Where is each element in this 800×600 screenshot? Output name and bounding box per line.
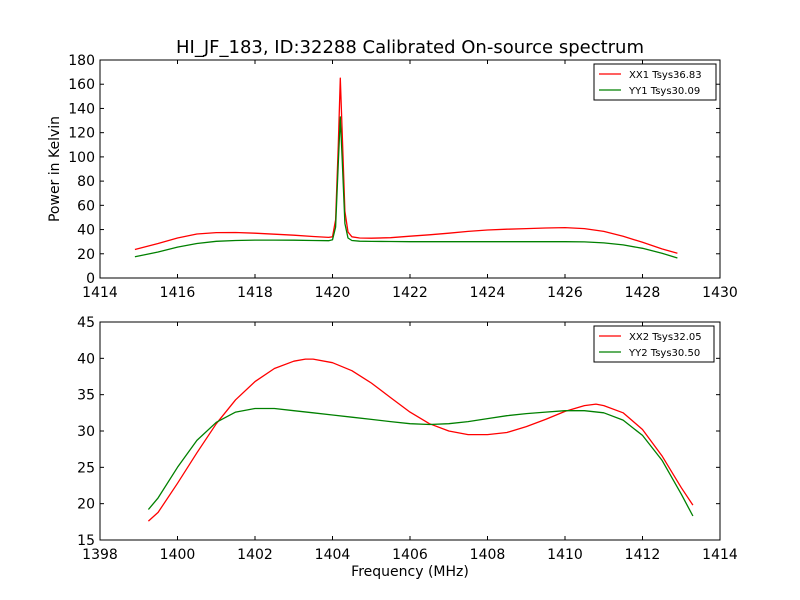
series-line-yy1	[134, 116, 678, 259]
y-tick-label: 35	[77, 388, 95, 404]
top-series-lines	[134, 77, 678, 259]
y-tick-label: 30	[77, 424, 95, 440]
legend-label: XX2 Tsys32.05	[629, 332, 702, 343]
x-tick-label: 1404	[315, 547, 351, 563]
top-legend: XX1 Tsys36.83 YY1 Tsys30.09	[593, 63, 717, 101]
series-line-xx2	[147, 358, 694, 522]
top-axis-ticks: 1414 1416 1418 1420 1422 1424 1426 1428 1430 0 20 4…	[68, 53, 738, 301]
x-tick-label: 1418	[237, 285, 273, 301]
y-tick-label: 0	[86, 271, 95, 287]
y-tick-label: 25	[77, 460, 95, 476]
y-tick-label: 20	[77, 247, 95, 263]
x-tick-label: 1428	[625, 285, 661, 301]
x-tick-label: 1412	[625, 547, 661, 563]
x-tick-label: 1426	[547, 285, 583, 301]
bottom-plot-frame	[99, 321, 721, 541]
x-tick-label: 1416	[160, 285, 196, 301]
x-tick-label: 1422	[392, 285, 428, 301]
y-tick-label: 40	[77, 351, 95, 367]
legend-label: YY1 Tsys30.09	[628, 86, 700, 97]
series-line-yy2	[147, 407, 694, 517]
y-tick-label: 100	[68, 150, 95, 166]
bottom-spectrum-panel: Frequency (MHz) 1398 1400 1402 1404 1406 1408…	[77, 315, 738, 580]
top-chart-title: HI_JF_183, ID:32288 Calibrated On-source…	[176, 37, 644, 58]
x-tick-label: 1414	[702, 547, 738, 563]
x-tick-label: 1424	[470, 285, 506, 301]
x-tick-label: 1398	[82, 547, 118, 563]
bottom-axis-ticks: 1398 1400 1402 1404 1406 1408 1410 1412 1414 15 20…	[77, 315, 738, 563]
bottom-legend: XX2 Tsys32.05 YY2 Tsys30.50	[593, 325, 715, 363]
y-tick-label: 20	[77, 497, 95, 513]
top-spectrum-panel: HI_JF_183, ID:32288 Calibrated On-source…	[47, 37, 738, 301]
y-tick-label: 160	[68, 77, 95, 93]
x-tick-label: 1406	[392, 547, 428, 563]
legend-box	[593, 325, 715, 363]
top-y-axis-label: Power in Kelvin	[47, 116, 63, 222]
x-tick-label: 1414	[82, 285, 118, 301]
legend-label: XX1 Tsys36.83	[629, 70, 702, 81]
bottom-series-lines	[147, 358, 694, 522]
bottom-x-axis-label: Frequency (MHz)	[351, 564, 469, 580]
x-tick-label: 1420	[315, 285, 351, 301]
y-tick-label: 120	[68, 126, 95, 142]
x-tick-label: 1408	[470, 547, 506, 563]
y-tick-label: 80	[77, 174, 95, 190]
legend-box	[593, 63, 717, 101]
x-tick-label: 1430	[702, 285, 738, 301]
y-tick-label: 140	[68, 101, 95, 117]
x-tick-label: 1400	[160, 547, 196, 563]
y-tick-label: 40	[77, 223, 95, 239]
top-plot-frame	[99, 59, 721, 279]
y-tick-label: 180	[68, 53, 95, 69]
y-tick-label: 45	[77, 315, 95, 331]
y-tick-label: 60	[77, 198, 95, 214]
y-tick-label: 15	[77, 533, 95, 549]
series-line-xx1	[134, 77, 678, 254]
x-tick-label: 1402	[237, 547, 273, 563]
x-tick-label: 1410	[547, 547, 583, 563]
legend-label: YY2 Tsys30.50	[628, 348, 700, 359]
